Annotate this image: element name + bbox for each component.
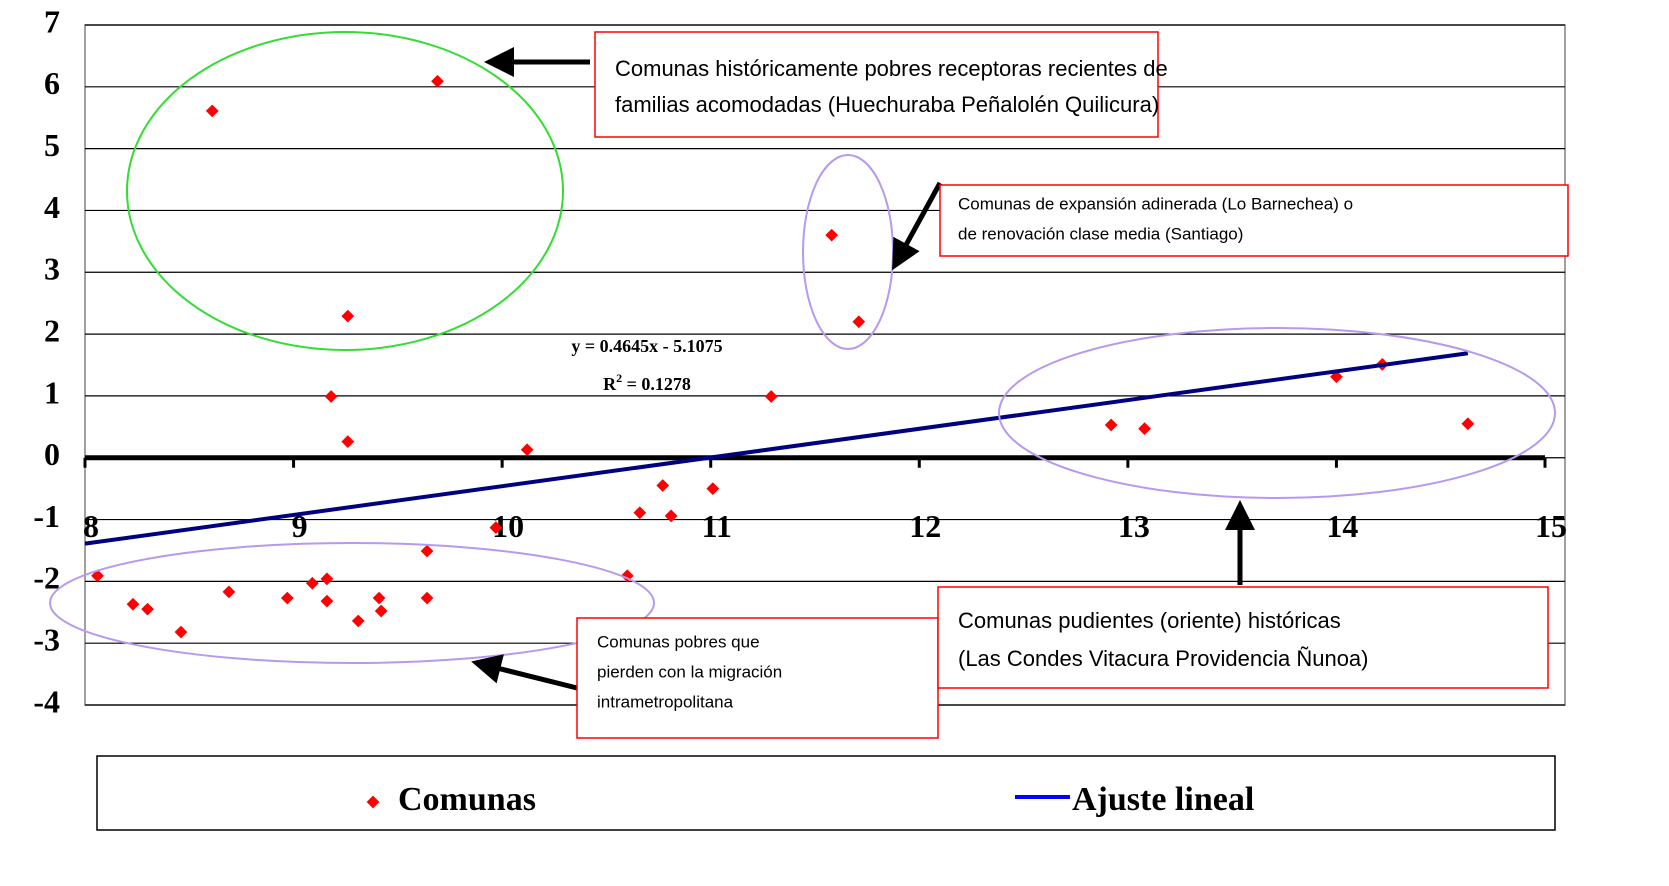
annotation-box	[939, 184, 1569, 257]
trend-line	[84, 351, 1469, 546]
annotation-text: Comunas pudientes (oriente) históricas	[958, 608, 1341, 633]
point	[420, 591, 434, 605]
group-ellipse	[802, 154, 894, 350]
point	[420, 544, 434, 558]
y-tick-label: 0	[44, 436, 60, 472]
point	[1461, 417, 1475, 431]
point	[320, 572, 334, 586]
annotation-text: Comunas históricamente pobres receptoras…	[615, 56, 1168, 81]
y-tick-label: 1	[44, 374, 60, 410]
annotation-text: de renovación clase media (Santiago)	[958, 224, 1243, 243]
annotation-text: (Las Condes Vitacura Providencia Ñunoa)	[958, 646, 1369, 671]
legend-label: Ajuste lineal	[1072, 781, 1254, 818]
point	[305, 576, 319, 590]
point	[852, 315, 866, 329]
point	[372, 591, 386, 605]
annotation-text: familias acomodadas (Huechuraba Peñalolé…	[615, 92, 1159, 117]
annotation-text: Comunas pobres que	[597, 632, 760, 651]
legend-label: Comunas	[398, 781, 536, 818]
point	[126, 597, 140, 611]
y-tick-label: 3	[44, 251, 60, 287]
point	[222, 585, 236, 599]
point	[706, 482, 720, 496]
annotation-text: pierden con la migración	[597, 662, 782, 681]
annotation-box	[576, 617, 939, 739]
annotation-text: Comunas de expansión adinerada (Lo Barne…	[958, 194, 1353, 213]
point	[656, 479, 670, 492]
group-ellipse	[998, 327, 1556, 499]
y-tick-label: 6	[44, 65, 60, 101]
r-squared: R2 = 0.1278	[603, 371, 691, 394]
group-ellipse	[126, 31, 564, 351]
arrow	[471, 654, 578, 691]
point	[764, 390, 778, 403]
x-tick-label: 8	[83, 508, 99, 544]
y-tick-label: -4	[33, 683, 60, 719]
x-tick-label: 14	[1326, 508, 1358, 544]
annotation-box	[594, 31, 1159, 138]
point	[633, 506, 647, 520]
y-tick-label: -1	[33, 498, 60, 534]
point	[431, 74, 444, 88]
point	[374, 604, 388, 618]
point	[341, 435, 355, 449]
point	[351, 614, 365, 628]
y-tick-label: 4	[44, 189, 60, 225]
y-tick-label: 2	[44, 312, 60, 348]
y-tick-label: 7	[44, 3, 60, 39]
r-exponent: 2	[616, 371, 622, 385]
x-tick-label: 9	[292, 508, 308, 544]
x-tick-label: 11	[702, 508, 732, 544]
point	[174, 625, 188, 639]
point	[280, 591, 294, 605]
point	[1138, 422, 1151, 436]
point	[141, 602, 154, 616]
point	[825, 228, 839, 242]
point	[324, 390, 338, 403]
point	[664, 509, 678, 523]
x-tick-label: 15	[1535, 508, 1567, 544]
point	[320, 594, 334, 608]
annotation-box	[937, 586, 1549, 689]
r-value: = 0.1278	[622, 374, 691, 394]
equation: y = 0.4645x - 5.1075	[571, 336, 722, 356]
group-ellipse	[49, 542, 655, 664]
y-tick-label: -2	[33, 560, 60, 596]
point	[205, 104, 219, 118]
point	[520, 443, 534, 457]
annotation-text: intrametropolitana	[597, 692, 734, 711]
y-tick-label: -3	[33, 622, 60, 658]
legend	[96, 755, 1556, 831]
x-tick-label: 12	[909, 508, 941, 544]
x-tick-label: 13	[1118, 508, 1150, 544]
y-tick-label: 5	[44, 127, 60, 163]
point	[341, 309, 355, 323]
r-symbol: R	[603, 374, 617, 394]
arrow	[892, 181, 943, 271]
point	[1104, 418, 1118, 432]
